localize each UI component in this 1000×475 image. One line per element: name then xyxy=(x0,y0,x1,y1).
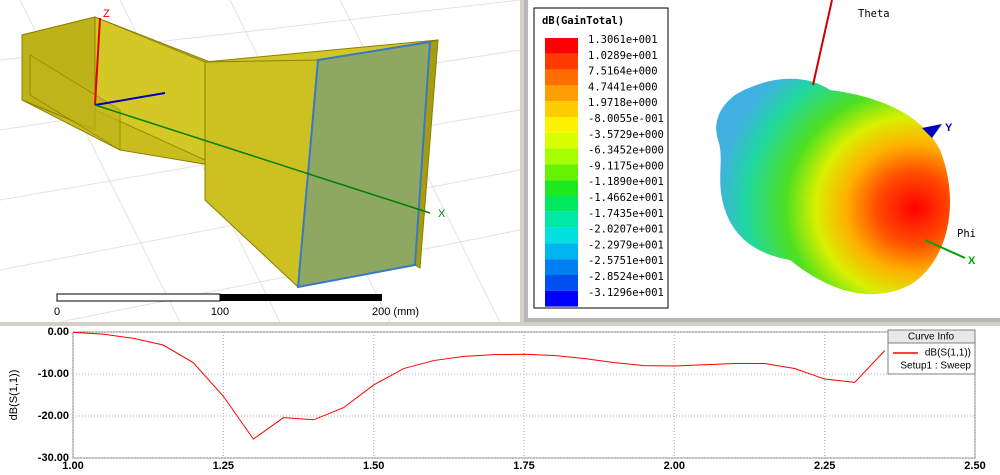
legend-subtitle: Setup1 : Sweep xyxy=(900,361,971,372)
x-tick-label: 2.50 xyxy=(964,460,985,472)
horn-antenna xyxy=(21,16,439,289)
legend-swatch xyxy=(545,243,578,260)
x-axis xyxy=(94,104,431,214)
legend-label: 1.3061e+001 xyxy=(588,34,658,46)
axis-label: X xyxy=(438,208,446,220)
y-tick-label: 0.00 xyxy=(48,326,69,338)
legend-label: -2.5751e+001 xyxy=(588,255,664,267)
radiation-pattern xyxy=(716,78,950,295)
scale-label: 200 (mm) xyxy=(372,306,419,318)
legend-swatch xyxy=(545,148,578,165)
legend-swatch xyxy=(545,259,578,275)
scale-label: 0 xyxy=(54,306,60,318)
legend-swatch xyxy=(545,196,578,212)
curve-legend-header xyxy=(887,329,976,344)
axis-label: X xyxy=(968,255,976,267)
legend-label: -9.1175e+000 xyxy=(588,160,664,172)
y-axis xyxy=(94,92,166,106)
z-axis xyxy=(94,17,101,106)
scale-bar xyxy=(220,294,382,301)
legend-entry: dB(S(1,1)) xyxy=(925,348,971,359)
legend-label: 1.9718e+000 xyxy=(588,97,658,109)
legend-swatch xyxy=(545,69,578,86)
x-tick-label: 1.50 xyxy=(363,460,384,472)
legend-swatch xyxy=(545,227,578,244)
legend-swatch xyxy=(545,38,578,54)
y-tick-label: -10.00 xyxy=(38,368,69,380)
legend-swatch xyxy=(545,132,578,149)
legend-swatch xyxy=(545,53,578,70)
legend-label: -3.1296e+001 xyxy=(588,287,664,299)
legend-swatch xyxy=(545,101,578,117)
legend-swatch xyxy=(545,275,578,291)
x-tick-label: 2.00 xyxy=(664,460,685,472)
axis-label: Theta xyxy=(858,8,890,20)
y-arrow xyxy=(922,124,942,138)
x-tick-label: 1.25 xyxy=(213,460,234,472)
legend-label: -2.0207e+001 xyxy=(588,224,664,236)
plot: 0.00 -10.00 -20.00 -30.001.00 1.25 1.50 1.75 2.… xyxy=(38,326,986,472)
legend-label: -8.0055e-001 xyxy=(588,113,664,125)
legend-label: -2.2979e+001 xyxy=(588,239,664,251)
legend-swatch xyxy=(545,164,578,181)
legend-title: dB(GainTotal) xyxy=(542,15,624,27)
legend-label: 7.5164e+000 xyxy=(588,66,658,78)
legend-swatch xyxy=(545,85,578,102)
scale-bar xyxy=(56,293,221,302)
series-line xyxy=(72,331,886,440)
legend-label: 1.0289e+001 xyxy=(588,50,658,62)
legend-label: 4.7441e+000 xyxy=(588,81,658,93)
axis-label: Y xyxy=(945,122,953,134)
legend-label: -1.4662e+001 xyxy=(588,192,664,204)
axis-label: Phi xyxy=(957,228,976,240)
legend-label: -3.5729e+000 xyxy=(588,129,664,141)
theta-axis xyxy=(812,0,833,86)
axis-label: Z xyxy=(103,8,110,20)
legend-swatch xyxy=(545,290,578,307)
x-tick-label: 1.75 xyxy=(513,460,534,472)
y-tick-label: -30.00 xyxy=(38,452,69,464)
legend-label: -6.3452e+000 xyxy=(588,145,664,157)
scale-label: 100 xyxy=(211,306,229,318)
legend-scale: 1.3061e+001 1.0289e+001 7.5164e+000 4.7441e… xyxy=(545,34,664,307)
legend-label: -1.1890e+001 xyxy=(588,176,664,188)
y-tick-label: -20.00 xyxy=(38,410,69,422)
x-tick-label: 2.25 xyxy=(814,460,835,472)
x-tick-label: 1.00 xyxy=(62,460,83,472)
legend-swatch xyxy=(545,117,578,133)
legend-label: -2.8524e+001 xyxy=(588,271,664,283)
y-axis-label: dB(S(1,1)) xyxy=(8,370,20,421)
x-axis-3d xyxy=(924,239,966,259)
legend-label: -1.7435e+001 xyxy=(588,208,664,220)
legend-title: Curve Info xyxy=(908,332,955,343)
legend-swatch xyxy=(545,211,578,228)
legend-swatch xyxy=(545,180,578,196)
